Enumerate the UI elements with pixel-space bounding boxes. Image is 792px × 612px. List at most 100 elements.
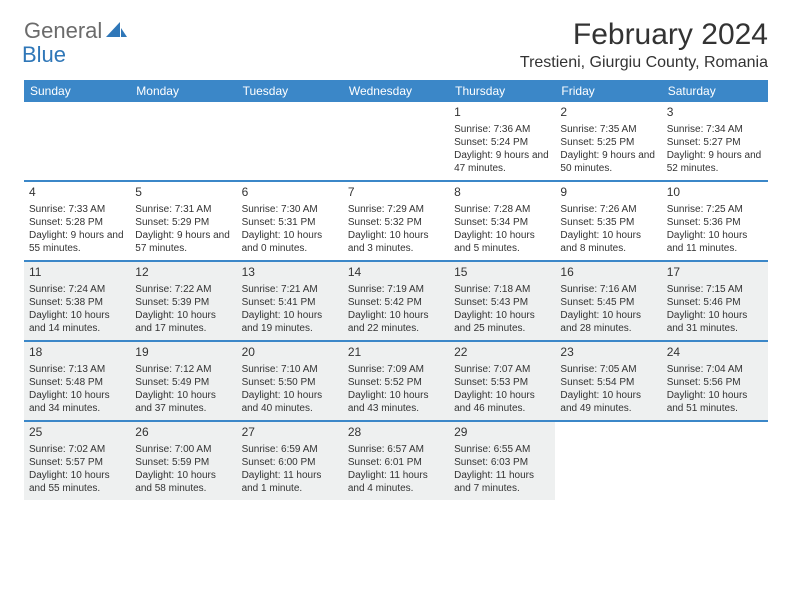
daylight-text: Daylight: 10 hours and 37 minutes. bbox=[135, 389, 231, 415]
sunrise-text: Sunrise: 7:12 AM bbox=[135, 363, 231, 376]
sunset-text: Sunset: 5:35 PM bbox=[560, 216, 656, 229]
daylight-text: Daylight: 9 hours and 57 minutes. bbox=[135, 229, 231, 255]
sunset-text: Sunset: 5:36 PM bbox=[667, 216, 763, 229]
day-number: 11 bbox=[29, 265, 125, 281]
day-number: 13 bbox=[242, 265, 338, 281]
daylight-text: Daylight: 10 hours and 0 minutes. bbox=[242, 229, 338, 255]
weekday-wed: Wednesday bbox=[343, 80, 449, 102]
day-cell: 17Sunrise: 7:15 AMSunset: 5:46 PMDayligh… bbox=[662, 262, 768, 340]
day-cell: 27Sunrise: 6:59 AMSunset: 6:00 PMDayligh… bbox=[237, 422, 343, 500]
day-cell bbox=[343, 102, 449, 180]
sunset-text: Sunset: 5:49 PM bbox=[135, 376, 231, 389]
day-cell: 2Sunrise: 7:35 AMSunset: 5:25 PMDaylight… bbox=[555, 102, 661, 180]
daylight-text: Daylight: 10 hours and 46 minutes. bbox=[454, 389, 550, 415]
day-number: 9 bbox=[560, 185, 656, 201]
sunset-text: Sunset: 5:43 PM bbox=[454, 296, 550, 309]
daylight-text: Daylight: 10 hours and 43 minutes. bbox=[348, 389, 444, 415]
sunrise-text: Sunrise: 7:33 AM bbox=[29, 203, 125, 216]
sunrise-text: Sunrise: 7:35 AM bbox=[560, 123, 656, 136]
sunrise-text: Sunrise: 7:30 AM bbox=[242, 203, 338, 216]
day-cell: 13Sunrise: 7:21 AMSunset: 5:41 PMDayligh… bbox=[237, 262, 343, 340]
day-cell: 14Sunrise: 7:19 AMSunset: 5:42 PMDayligh… bbox=[343, 262, 449, 340]
sunset-text: Sunset: 6:03 PM bbox=[454, 456, 550, 469]
daylight-text: Daylight: 9 hours and 52 minutes. bbox=[667, 149, 763, 175]
sunrise-text: Sunrise: 7:10 AM bbox=[242, 363, 338, 376]
daylight-text: Daylight: 10 hours and 49 minutes. bbox=[560, 389, 656, 415]
day-cell: 9Sunrise: 7:26 AMSunset: 5:35 PMDaylight… bbox=[555, 182, 661, 260]
day-number: 29 bbox=[454, 425, 550, 441]
weekday-thu: Thursday bbox=[449, 80, 555, 102]
brand-line2-wrap: Blue bbox=[24, 42, 768, 68]
daylight-text: Daylight: 10 hours and 58 minutes. bbox=[135, 469, 231, 495]
sunrise-text: Sunrise: 7:09 AM bbox=[348, 363, 444, 376]
sunrise-text: Sunrise: 7:00 AM bbox=[135, 443, 231, 456]
sunset-text: Sunset: 5:39 PM bbox=[135, 296, 231, 309]
day-cell bbox=[662, 422, 768, 500]
sunrise-text: Sunrise: 7:28 AM bbox=[454, 203, 550, 216]
day-number: 28 bbox=[348, 425, 444, 441]
daylight-text: Daylight: 9 hours and 55 minutes. bbox=[29, 229, 125, 255]
day-cell: 4Sunrise: 7:33 AMSunset: 5:28 PMDaylight… bbox=[24, 182, 130, 260]
day-cell: 18Sunrise: 7:13 AMSunset: 5:48 PMDayligh… bbox=[24, 342, 130, 420]
sunset-text: Sunset: 5:53 PM bbox=[454, 376, 550, 389]
day-cell: 22Sunrise: 7:07 AMSunset: 5:53 PMDayligh… bbox=[449, 342, 555, 420]
day-cell: 15Sunrise: 7:18 AMSunset: 5:43 PMDayligh… bbox=[449, 262, 555, 340]
day-cell: 19Sunrise: 7:12 AMSunset: 5:49 PMDayligh… bbox=[130, 342, 236, 420]
day-number: 24 bbox=[667, 345, 763, 361]
week-row: 4Sunrise: 7:33 AMSunset: 5:28 PMDaylight… bbox=[24, 180, 768, 260]
day-number: 23 bbox=[560, 345, 656, 361]
day-cell bbox=[24, 102, 130, 180]
sunset-text: Sunset: 5:59 PM bbox=[135, 456, 231, 469]
day-cell: 5Sunrise: 7:31 AMSunset: 5:29 PMDaylight… bbox=[130, 182, 236, 260]
daylight-text: Daylight: 10 hours and 34 minutes. bbox=[29, 389, 125, 415]
sunrise-text: Sunrise: 7:02 AM bbox=[29, 443, 125, 456]
sunrise-text: Sunrise: 6:59 AM bbox=[242, 443, 338, 456]
brand-sail-icon bbox=[106, 20, 128, 43]
sunrise-text: Sunrise: 7:31 AM bbox=[135, 203, 231, 216]
weekday-mon: Monday bbox=[130, 80, 236, 102]
day-cell: 20Sunrise: 7:10 AMSunset: 5:50 PMDayligh… bbox=[237, 342, 343, 420]
day-cell: 1Sunrise: 7:36 AMSunset: 5:24 PMDaylight… bbox=[449, 102, 555, 180]
day-number: 18 bbox=[29, 345, 125, 361]
daylight-text: Daylight: 10 hours and 19 minutes. bbox=[242, 309, 338, 335]
sunrise-text: Sunrise: 7:24 AM bbox=[29, 283, 125, 296]
day-cell bbox=[237, 102, 343, 180]
weekday-fri: Friday bbox=[555, 80, 661, 102]
week-row: 25Sunrise: 7:02 AMSunset: 5:57 PMDayligh… bbox=[24, 420, 768, 500]
day-number: 3 bbox=[667, 105, 763, 121]
day-number: 20 bbox=[242, 345, 338, 361]
day-number: 22 bbox=[454, 345, 550, 361]
day-cell bbox=[555, 422, 661, 500]
daylight-text: Daylight: 10 hours and 31 minutes. bbox=[667, 309, 763, 335]
day-number: 21 bbox=[348, 345, 444, 361]
day-cell: 25Sunrise: 7:02 AMSunset: 5:57 PMDayligh… bbox=[24, 422, 130, 500]
sunrise-text: Sunrise: 7:36 AM bbox=[454, 123, 550, 136]
sunset-text: Sunset: 5:42 PM bbox=[348, 296, 444, 309]
day-number: 8 bbox=[454, 185, 550, 201]
sunset-text: Sunset: 5:32 PM bbox=[348, 216, 444, 229]
day-cell: 6Sunrise: 7:30 AMSunset: 5:31 PMDaylight… bbox=[237, 182, 343, 260]
sunrise-text: Sunrise: 6:55 AM bbox=[454, 443, 550, 456]
week-row: 11Sunrise: 7:24 AMSunset: 5:38 PMDayligh… bbox=[24, 260, 768, 340]
day-number: 1 bbox=[454, 105, 550, 121]
brand-part2: Blue bbox=[22, 42, 66, 67]
sunrise-text: Sunrise: 7:26 AM bbox=[560, 203, 656, 216]
day-number: 12 bbox=[135, 265, 231, 281]
brand-logo: General bbox=[24, 18, 130, 44]
day-cell: 8Sunrise: 7:28 AMSunset: 5:34 PMDaylight… bbox=[449, 182, 555, 260]
daylight-text: Daylight: 10 hours and 25 minutes. bbox=[454, 309, 550, 335]
weekday-sun: Sunday bbox=[24, 80, 130, 102]
daylight-text: Daylight: 9 hours and 47 minutes. bbox=[454, 149, 550, 175]
sunset-text: Sunset: 5:57 PM bbox=[29, 456, 125, 469]
sunrise-text: Sunrise: 7:13 AM bbox=[29, 363, 125, 376]
day-number: 14 bbox=[348, 265, 444, 281]
weeks-container: 1Sunrise: 7:36 AMSunset: 5:24 PMDaylight… bbox=[24, 102, 768, 500]
week-row: 1Sunrise: 7:36 AMSunset: 5:24 PMDaylight… bbox=[24, 102, 768, 180]
sunrise-text: Sunrise: 7:05 AM bbox=[560, 363, 656, 376]
day-number: 6 bbox=[242, 185, 338, 201]
day-cell: 29Sunrise: 6:55 AMSunset: 6:03 PMDayligh… bbox=[449, 422, 555, 500]
sunrise-text: Sunrise: 7:16 AM bbox=[560, 283, 656, 296]
day-cell: 3Sunrise: 7:34 AMSunset: 5:27 PMDaylight… bbox=[662, 102, 768, 180]
sunrise-text: Sunrise: 7:22 AM bbox=[135, 283, 231, 296]
sunset-text: Sunset: 5:27 PM bbox=[667, 136, 763, 149]
